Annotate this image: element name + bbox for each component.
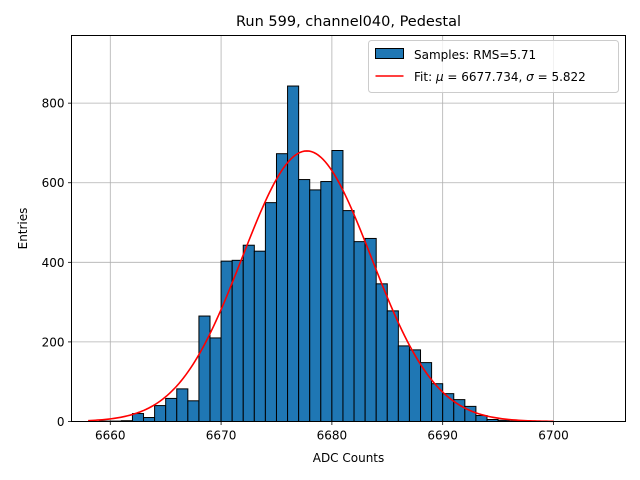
- histogram-bar: [353, 241, 366, 422]
- histogram-bar: [187, 400, 200, 423]
- legend: Samples: RMS=5.71 Fit: μ = 6677.734, σ =…: [368, 40, 619, 93]
- histogram-bar: [397, 345, 410, 422]
- histogram-bar: [375, 283, 388, 423]
- x-axis-label: ADC Counts: [313, 451, 385, 465]
- legend-sigma-value: = 5.822: [534, 70, 586, 84]
- histogram-bar: [165, 397, 178, 422]
- histogram-bar: [309, 189, 322, 422]
- histogram-bar: [386, 310, 399, 422]
- legend-fit-prefix: Fit:: [414, 70, 436, 84]
- histogram-bar: [320, 181, 333, 422]
- y-axis-label: Entries: [16, 208, 30, 250]
- legend-mu-symbol: μ: [435, 70, 444, 84]
- histogram-bar: [198, 315, 211, 422]
- histogram-bar: [176, 388, 189, 423]
- histogram-bar: [287, 85, 300, 422]
- histogram-bar: [154, 405, 167, 423]
- histogram-bar: [275, 153, 289, 422]
- y-tick-label: 800: [42, 97, 65, 111]
- gaussian-fit-curve: [88, 150, 554, 423]
- legend-hist-prefix: Samples: RMS=: [414, 48, 509, 62]
- x-axis-ticks: 6660 6670 6680 6690 6700: [95, 421, 569, 443]
- histogram-bar: [264, 202, 277, 422]
- legend-hist-swatch: [375, 48, 404, 59]
- x-tick-label: 6690: [427, 429, 458, 443]
- legend-fit-label: Fit: μ = 6677.734, σ = 5.822: [414, 70, 586, 84]
- y-tick-label: 200: [42, 335, 65, 349]
- chart-title: Run 599, channel040, Pedestal: [236, 14, 461, 30]
- histogram-bar: [298, 179, 311, 422]
- histogram-bar: [143, 417, 156, 423]
- legend-hist-label: Samples: RMS=5.71: [414, 48, 536, 62]
- y-tick-label: 0: [57, 415, 65, 429]
- histogram-bar: [331, 150, 344, 422]
- histogram-bar: [231, 259, 244, 422]
- legend-sigma-symbol: σ: [526, 70, 534, 84]
- histogram-bar: [209, 337, 222, 422]
- legend-box: [368, 40, 619, 93]
- y-tick-label: 400: [42, 256, 65, 270]
- legend-mu-value: = 6677.734,: [444, 70, 527, 84]
- x-tick-label: 6660: [95, 429, 126, 443]
- histogram-bars: [98, 85, 521, 423]
- legend-hist-value: 5.71: [509, 48, 536, 62]
- x-tick-label: 6680: [317, 429, 348, 443]
- x-tick-label: 6670: [206, 429, 237, 443]
- histogram-bar: [253, 250, 266, 422]
- histogram-bar: [242, 244, 255, 422]
- plot-frame: [71, 35, 626, 422]
- y-tick-label: 600: [42, 176, 65, 190]
- y-axis-ticks: 0 200 400 600 800: [42, 97, 72, 429]
- x-tick-label: 6700: [538, 429, 569, 443]
- histogram-bar: [342, 210, 355, 422]
